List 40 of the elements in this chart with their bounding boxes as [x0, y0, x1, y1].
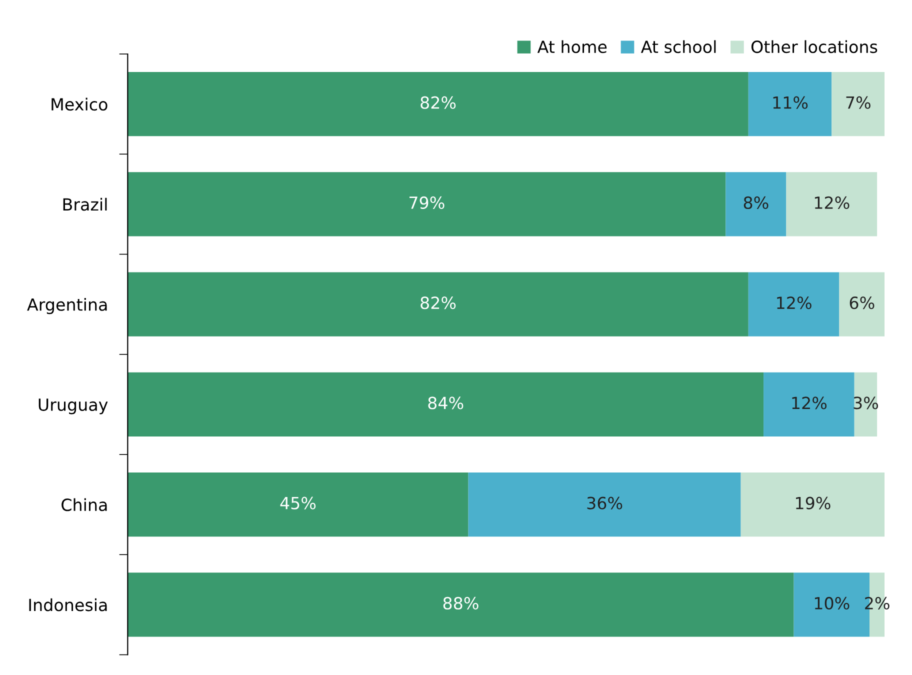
legend-label: Other locations — [751, 40, 878, 54]
bar — [128, 172, 726, 236]
data-label: 12% — [814, 196, 850, 210]
bar — [839, 272, 885, 336]
bar — [128, 72, 748, 136]
y-tick-label: Indonesia — [29, 598, 107, 612]
data-label: 82% — [420, 296, 456, 310]
data-label: 79% — [410, 196, 444, 210]
data-label: 6% — [850, 296, 874, 310]
data-label: 82% — [420, 96, 456, 109]
data-label: 10% — [814, 596, 850, 610]
data-label: 12% — [792, 396, 827, 410]
bar — [764, 372, 854, 436]
data-label: 36% — [587, 496, 622, 510]
bar — [726, 172, 786, 236]
bar — [128, 372, 764, 436]
bar — [128, 572, 794, 637]
legend-label: At home — [537, 40, 607, 54]
legend-label: At school — [640, 40, 716, 54]
data-label: 7% — [846, 96, 870, 109]
bar — [748, 272, 840, 336]
y-tick-label: China — [62, 498, 107, 512]
data-label: 8% — [744, 196, 768, 210]
bar — [468, 472, 741, 537]
data-label: 11% — [773, 96, 808, 109]
bar — [128, 472, 468, 537]
bar — [832, 72, 885, 136]
bar — [786, 172, 878, 236]
data-label: 12% — [777, 296, 812, 310]
data-label: 84% — [428, 396, 464, 410]
data-label: 88% — [443, 596, 478, 610]
data-label: 19% — [796, 496, 830, 510]
bar — [128, 272, 748, 336]
y-tick-label: Uruguay — [38, 398, 108, 414]
y-tick-label: Brazil — [63, 198, 107, 211]
y-tick-label: Mexico — [52, 98, 108, 111]
y-tick-label: Argentina — [27, 298, 107, 314]
bar — [740, 472, 885, 537]
bar — [748, 72, 832, 136]
data-label: 45% — [280, 496, 316, 510]
